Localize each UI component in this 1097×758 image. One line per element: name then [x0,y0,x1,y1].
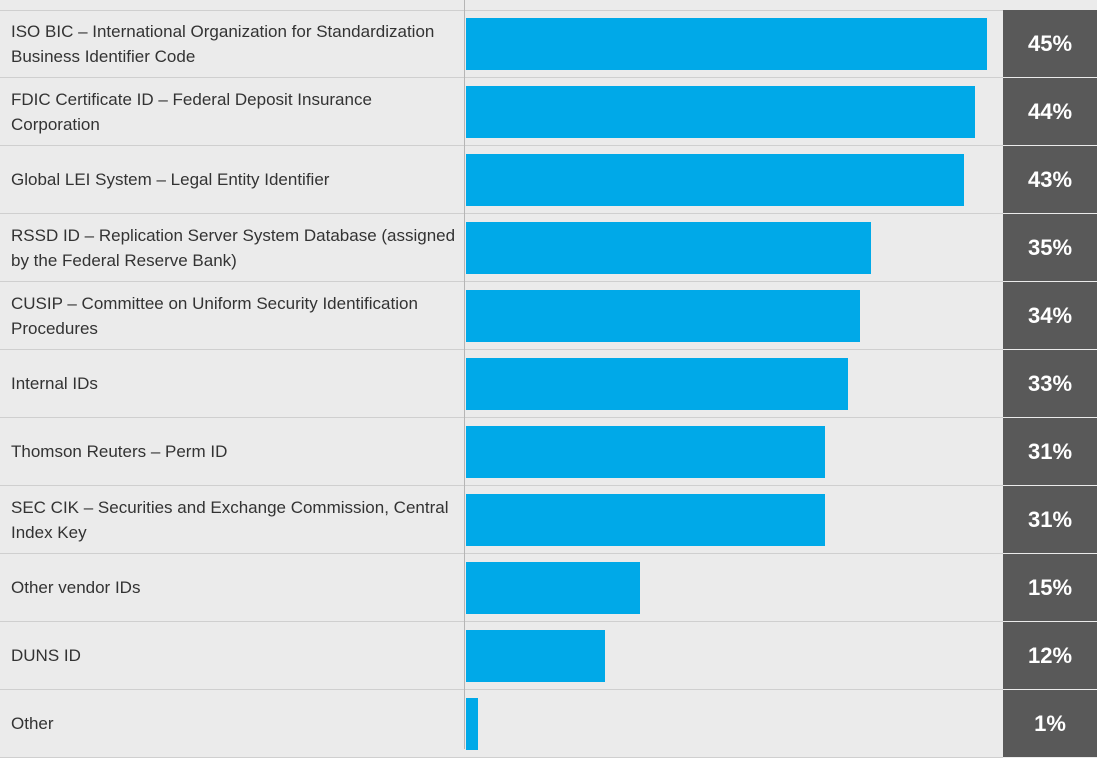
category-label: Internal IDs [11,374,98,393]
value-label: 31% [1003,486,1097,553]
value-label: 1% [1003,690,1097,757]
category-label: Thomson Reuters – Perm ID [11,442,228,461]
bar-row: Other vendor IDs 15% [0,554,1097,622]
value-label: 31% [1003,418,1097,485]
row-separator [0,349,1003,350]
category-label: FDIC Certificate ID – Federal Deposit In… [11,89,372,134]
row-separator [0,417,1003,418]
row-separator [0,213,1003,214]
category-label: SEC CIK – Securities and Exchange Commis… [11,497,449,542]
category-label: CUSIP – Committee on Uniform Security Id… [11,293,418,338]
bar-row: FDIC Certificate ID – Federal Deposit In… [0,78,1097,146]
value-label: 15% [1003,554,1097,621]
axis-line [464,0,465,749]
bar-row: Internal IDs 33% [0,350,1097,418]
bar-row: DUNS ID 12% [0,622,1097,690]
bar-row: RSSD ID – Replication Server System Data… [0,214,1097,282]
bar [466,562,640,614]
bar-row: CUSIP – Committee on Uniform Security Id… [0,282,1097,350]
bar-row: Thomson Reuters – Perm ID 31% [0,418,1097,486]
row-separator [0,485,1003,486]
bar [466,358,849,410]
value-label: 34% [1003,282,1097,349]
bar [466,494,825,546]
category-label: Other [11,714,54,733]
bar-row: ISO BIC – International Organization for… [0,10,1097,78]
value-label: 33% [1003,350,1097,417]
row-separator [0,621,1003,622]
row-separator [0,77,1003,78]
bar [466,154,964,206]
value-label: 12% [1003,622,1097,689]
bar [466,290,860,342]
bar [466,18,987,70]
bar-row: Global LEI System – Legal Entity Identif… [0,146,1097,214]
bar [466,86,976,138]
bar [466,698,478,750]
category-label: Other vendor IDs [11,578,141,597]
value-label: 44% [1003,78,1097,145]
bar [466,426,825,478]
category-label: Global LEI System – Legal Entity Identif… [11,170,330,189]
value-label: 45% [1003,10,1097,77]
bar-row: SEC CIK – Securities and Exchange Commis… [0,486,1097,554]
row-separator [0,145,1003,146]
bar [466,222,872,274]
value-label: 43% [1003,146,1097,213]
row-separator [0,281,1003,282]
row-separator [0,10,1003,11]
bar-row: Other 1% [0,690,1097,758]
category-label: DUNS ID [11,646,81,665]
bar [466,630,605,682]
row-separator [0,553,1003,554]
category-label: ISO BIC – International Organization for… [11,21,435,66]
category-label: RSSD ID – Replication Server System Data… [11,225,456,270]
row-separator [0,689,1003,690]
value-label: 35% [1003,214,1097,281]
